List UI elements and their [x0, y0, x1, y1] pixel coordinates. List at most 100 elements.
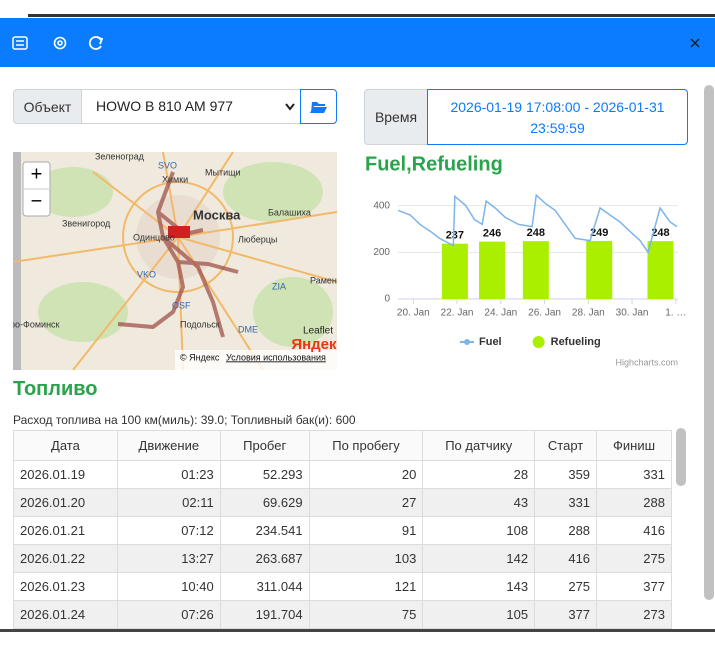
chart-title: Fuel,Refueling	[365, 153, 503, 175]
settings-icon[interactable]	[55, 38, 66, 49]
table-row: 2026.01.2107:12234.54191108288416	[14, 517, 672, 545]
time-range[interactable]: 2026-01-19 17:08:00 - 2026-01-31 23:59:5…	[427, 89, 688, 145]
folder-icon	[301, 90, 336, 123]
table-cell: 263.687	[220, 545, 309, 573]
legend-label[interactable]: Refueling	[551, 336, 601, 348]
time-label: Время	[364, 89, 428, 145]
window-edge	[28, 14, 715, 17]
legend-dot	[464, 339, 470, 345]
object-select[interactable]: HOWO B 810 AM 977	[81, 89, 301, 124]
column-header: Старт	[535, 431, 597, 461]
map-label: Балашиха	[268, 207, 311, 217]
table-cell: 142	[423, 545, 535, 573]
legend-label[interactable]: Fuel	[479, 336, 502, 348]
table-cell: 331	[535, 489, 597, 517]
fuel-summary: Расход топлива на 100 км(миль): 39.0; То…	[13, 413, 356, 427]
map-label: Подольск	[180, 319, 220, 329]
list-icon[interactable]	[13, 37, 27, 49]
table-row: 2026.01.2407:26191.70475105377273	[14, 601, 672, 629]
table-scrollbar[interactable]	[676, 428, 686, 486]
table-cell: 13:27	[117, 545, 220, 573]
table-cell: 43	[423, 489, 535, 517]
zoom-in[interactable]: +	[31, 163, 43, 185]
chart-credits[interactable]: Highcharts.com	[615, 357, 678, 367]
table-cell: 377	[535, 601, 597, 629]
map-terms[interactable]: Условия использования	[226, 352, 326, 362]
chart: Fuel,Refueling Highcharts.com 020040020.…	[355, 150, 695, 375]
table-cell: 2026.01.20	[14, 489, 118, 517]
table-cell: 288	[597, 489, 672, 517]
map-logo: Яндекс	[291, 336, 337, 353]
map-label: Москва	[193, 207, 241, 222]
map-label: DME	[238, 324, 258, 334]
map-label: Раменское	[310, 275, 337, 285]
table-cell: 377	[597, 573, 672, 601]
column-header: Финиш	[597, 431, 672, 461]
y-tick-label: 0	[384, 294, 390, 305]
open-button[interactable]	[300, 89, 337, 124]
column-header: Движение	[117, 431, 220, 461]
table-cell: 108	[423, 517, 535, 545]
zoom-out[interactable]: −	[31, 190, 43, 212]
table-body: 2026.01.1901:2352.29320283593312026.01.2…	[14, 461, 672, 629]
map-label: Одинцово	[133, 232, 175, 242]
column-header: По датчику	[423, 431, 535, 461]
map-label: SVO	[158, 160, 177, 170]
bar	[523, 241, 549, 299]
map-label: VKO	[137, 269, 156, 279]
object-value: HOWO B 810 AM 977	[96, 98, 233, 114]
table-cell: 2026.01.24	[14, 601, 118, 629]
bar-label: 248	[527, 227, 545, 239]
table-cell: 288	[535, 517, 597, 545]
map-label: Мытищи	[205, 167, 241, 177]
table-cell: 02:11	[117, 489, 220, 517]
bar	[442, 244, 468, 299]
refresh-icon[interactable]	[90, 37, 102, 49]
table-cell: 07:26	[117, 601, 220, 629]
map-label: OSF	[172, 300, 191, 310]
fuel-table-wrap: ДатаДвижениеПробегПо пробегуПо датчикуСт…	[13, 430, 673, 629]
map[interactable]: + − Leaflet Яндекс © Яндекс Условия испо…	[13, 152, 337, 370]
header-bar	[0, 18, 715, 67]
table-cell: 234.541	[220, 517, 309, 545]
table-cell: 91	[309, 517, 423, 545]
table-cell: 311.044	[220, 573, 309, 601]
map-copyright: © Яндекс	[180, 352, 220, 362]
table-row: 2026.01.2310:40311.044121143275377	[14, 573, 672, 601]
header-row: ДатаДвижениеПробегПо пробегуПо датчикуСт…	[14, 431, 672, 461]
close-icon[interactable]	[691, 39, 699, 47]
x-tick-label: 20. Jan	[397, 308, 430, 319]
table-cell: 75	[309, 601, 423, 629]
table-row: 2026.01.2213:27263.687103142416275	[14, 545, 672, 573]
y-tick-label: 200	[373, 247, 390, 258]
x-tick-label: 22. Jan	[441, 308, 474, 319]
x-tick-label: 28. Jan	[572, 308, 605, 319]
bar	[586, 241, 612, 299]
map-label: ро-Фоминск	[13, 319, 60, 329]
column-header: Пробег	[220, 431, 309, 461]
table-cell: 103	[309, 545, 423, 573]
table-cell: 416	[535, 545, 597, 573]
table-cell: 07:12	[117, 517, 220, 545]
table-cell: 191.704	[220, 601, 309, 629]
column-header: По пробегу	[309, 431, 423, 461]
table-cell: 27	[309, 489, 423, 517]
table-row: 2026.01.2002:1169.6292743331288	[14, 489, 672, 517]
column-header: Дата	[14, 431, 118, 461]
table-row: 2026.01.1901:2352.2932028359331	[14, 461, 672, 489]
legend-dot	[533, 336, 545, 348]
x-tick-label: 24. Jan	[484, 308, 517, 319]
map-label: Люберцы	[238, 234, 277, 244]
bar	[479, 242, 505, 299]
x-tick-label: 26. Jan	[528, 308, 561, 319]
table-cell: 143	[423, 573, 535, 601]
table-cell: 275	[535, 573, 597, 601]
x-tick-label: 30. Jan	[616, 308, 649, 319]
page-scrollbar[interactable]	[704, 85, 714, 600]
map-label: Зеленоград	[95, 152, 145, 161]
table-cell: 2026.01.23	[14, 573, 118, 601]
bar-label: 246	[483, 228, 501, 240]
fuel-title: Топливо	[13, 378, 98, 401]
table-cell: 416	[597, 517, 672, 545]
